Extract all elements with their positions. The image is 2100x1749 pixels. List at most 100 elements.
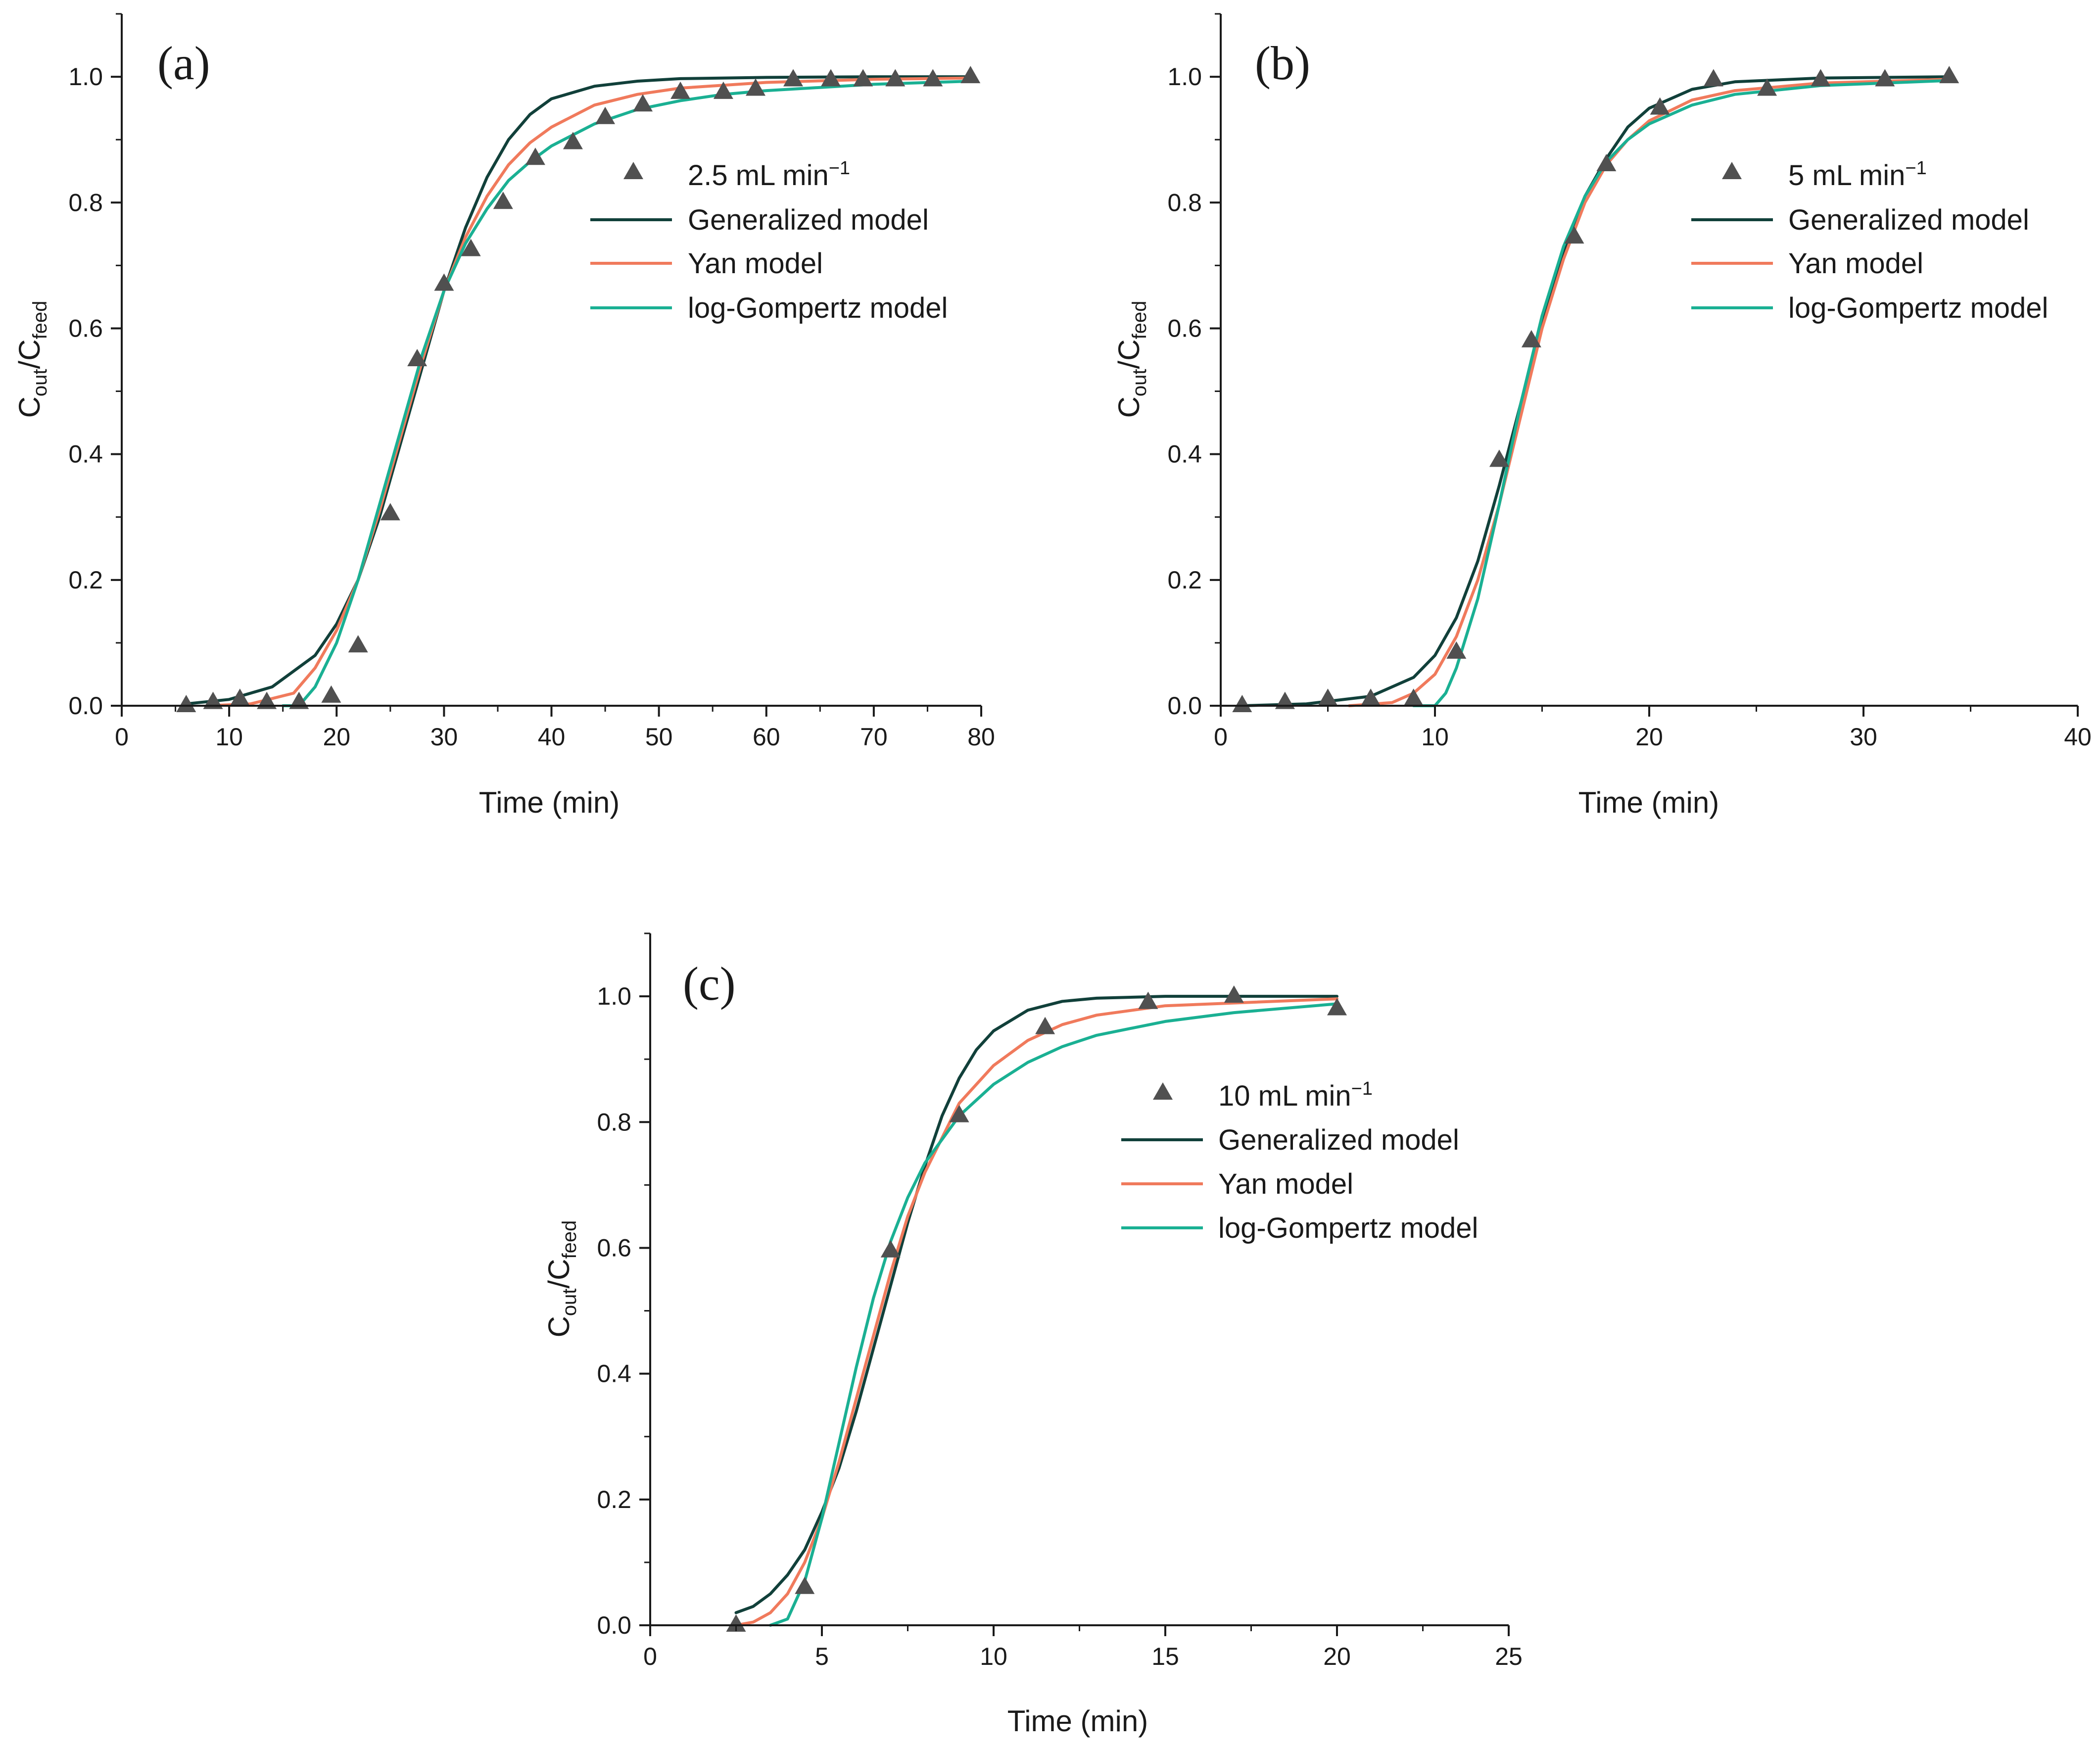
legend-marker-symbol xyxy=(1153,1082,1173,1100)
data-point xyxy=(1596,154,1617,172)
chart-panel-a: 0 10 20 30 40 50 60 70 800.00.20.40.60.81.0 (a) … xyxy=(13,13,995,819)
data-point xyxy=(746,78,766,96)
data-markers xyxy=(726,985,1347,1632)
panel-label: (c) xyxy=(683,957,736,1010)
curve-yan-model xyxy=(734,997,1338,1627)
x-tick-label: 20 xyxy=(1635,723,1663,751)
legend-label-data: 2.5 mL min−1 xyxy=(688,158,850,192)
x-tick-label: 10 xyxy=(980,1643,1007,1670)
legend-label-generalized: Generalized model xyxy=(688,204,929,236)
data-point xyxy=(885,69,906,87)
y-tick-label: 1.0 xyxy=(68,63,103,91)
x-axis-title: Time (min) xyxy=(479,786,620,819)
x-tick-label: 25 xyxy=(1495,1643,1523,1670)
y-axis-title: Cout/Cfeed xyxy=(542,1220,580,1338)
x-tick-label: 50 xyxy=(645,723,673,751)
axes: 0 10 20 30 40 50 60 70 80 0.0 0.2 0.4 0.6 0.8 1.0 xyxy=(68,13,995,751)
x-axis-title: Time (min) xyxy=(1578,786,1719,819)
curve-log-gompertz-model xyxy=(768,1002,1338,1627)
data-point xyxy=(1521,330,1541,347)
x-tick-label: 30 xyxy=(430,723,458,751)
data-markers xyxy=(1232,66,1959,712)
data-point xyxy=(525,147,545,165)
chart-panel-c: 0 5 10 15 20 25 0.0 0.2 0.4 0.6 0.8 1.0 (c) Time (m… xyxy=(542,932,1523,1738)
x-tick-label: 80 xyxy=(967,723,995,751)
x-tick-label: 0 xyxy=(115,723,129,751)
legend-label-yan: Yan model xyxy=(1218,1168,1353,1200)
legend: 2.5 mL min−1 Generalized model Yan model… xyxy=(590,158,948,324)
y-tick-label: 1.0 xyxy=(597,982,631,1010)
panel-label: (b) xyxy=(1255,37,1310,90)
data-point xyxy=(461,239,481,256)
data-point xyxy=(348,635,368,653)
data-point xyxy=(380,503,400,521)
data-point xyxy=(1138,991,1158,1009)
x-tick-label: 40 xyxy=(538,723,566,751)
curve-log-gompertz-model xyxy=(1412,79,1951,707)
legend-label-yan: Yan model xyxy=(688,247,823,280)
curve-generalized-model xyxy=(1241,75,1951,707)
x-tick-label: 20 xyxy=(1323,1643,1351,1670)
y-tick-label: 0.2 xyxy=(1167,566,1202,594)
axes: 0 5 10 15 20 25 0.0 0.2 0.4 0.6 0.8 1.0 xyxy=(597,932,1523,1670)
y-tick-label: 0.8 xyxy=(68,189,103,216)
data-point xyxy=(257,691,277,709)
x-tick-label: 30 xyxy=(1850,723,1877,751)
data-markers xyxy=(176,66,981,712)
legend: 10 mL min−1 Generalized model Yan model … xyxy=(1121,1078,1478,1244)
data-point xyxy=(289,691,309,709)
axes: 0 10 20 30 40 0.0 0.2 0.4 0.6 0.8 1.0 xyxy=(1167,13,2092,751)
data-point xyxy=(1035,1017,1055,1034)
legend-label-yan: Yan model xyxy=(1788,247,1923,280)
data-point xyxy=(1232,695,1252,712)
y-tick-label: 0.4 xyxy=(1167,440,1202,468)
data-point xyxy=(1811,69,1831,87)
curve-generalized-model xyxy=(185,75,972,706)
data-point xyxy=(1403,688,1424,706)
y-tick-label: 0.8 xyxy=(597,1108,631,1136)
legend-label-generalized: Generalized model xyxy=(1218,1124,1459,1156)
data-point xyxy=(595,106,616,124)
data-point xyxy=(726,1614,746,1632)
data-point xyxy=(821,69,841,87)
data-point xyxy=(434,273,454,291)
data-point xyxy=(1564,226,1584,244)
legend-label-data: 5 mL min−1 xyxy=(1788,158,1927,192)
model-curves xyxy=(185,75,972,707)
model-curves xyxy=(1241,75,1951,707)
legend-label-log-gompertz: log-Gompertz model xyxy=(1788,292,2048,324)
data-point xyxy=(783,69,804,87)
legend-marker-symbol xyxy=(623,162,643,179)
data-point xyxy=(1361,688,1381,706)
data-point xyxy=(1703,69,1723,87)
y-tick-label: 0.6 xyxy=(68,314,103,342)
data-point xyxy=(949,1105,969,1122)
x-tick-label: 60 xyxy=(753,723,780,751)
model-curves xyxy=(734,995,1338,1627)
x-axis-title: Time (min) xyxy=(1007,1704,1148,1738)
data-point xyxy=(923,69,943,87)
data-point xyxy=(1757,78,1777,96)
legend-label-log-gompertz: log-Gompertz model xyxy=(688,292,948,324)
y-axis-title: Cout/Cfeed xyxy=(1112,301,1150,418)
data-point xyxy=(1650,97,1670,115)
data-point xyxy=(176,695,196,712)
data-point xyxy=(1939,66,1959,84)
y-tick-label: 0.0 xyxy=(68,692,103,720)
x-tick-label: 40 xyxy=(2064,723,2092,751)
data-point xyxy=(321,685,341,703)
y-tick-label: 0.2 xyxy=(597,1486,631,1513)
legend-marker-symbol xyxy=(1722,162,1742,179)
legend-label-generalized: Generalized model xyxy=(1788,204,2029,236)
y-tick-label: 0.0 xyxy=(597,1611,631,1639)
data-point xyxy=(563,132,583,149)
y-tick-label: 0.8 xyxy=(1167,189,1202,216)
data-point xyxy=(1318,688,1338,706)
data-point xyxy=(1875,69,1895,87)
curve-yan-model xyxy=(206,76,972,707)
data-point xyxy=(203,691,223,709)
legend-label-data: 10 mL min−1 xyxy=(1218,1078,1373,1112)
data-point xyxy=(960,66,981,84)
data-point xyxy=(853,69,873,87)
